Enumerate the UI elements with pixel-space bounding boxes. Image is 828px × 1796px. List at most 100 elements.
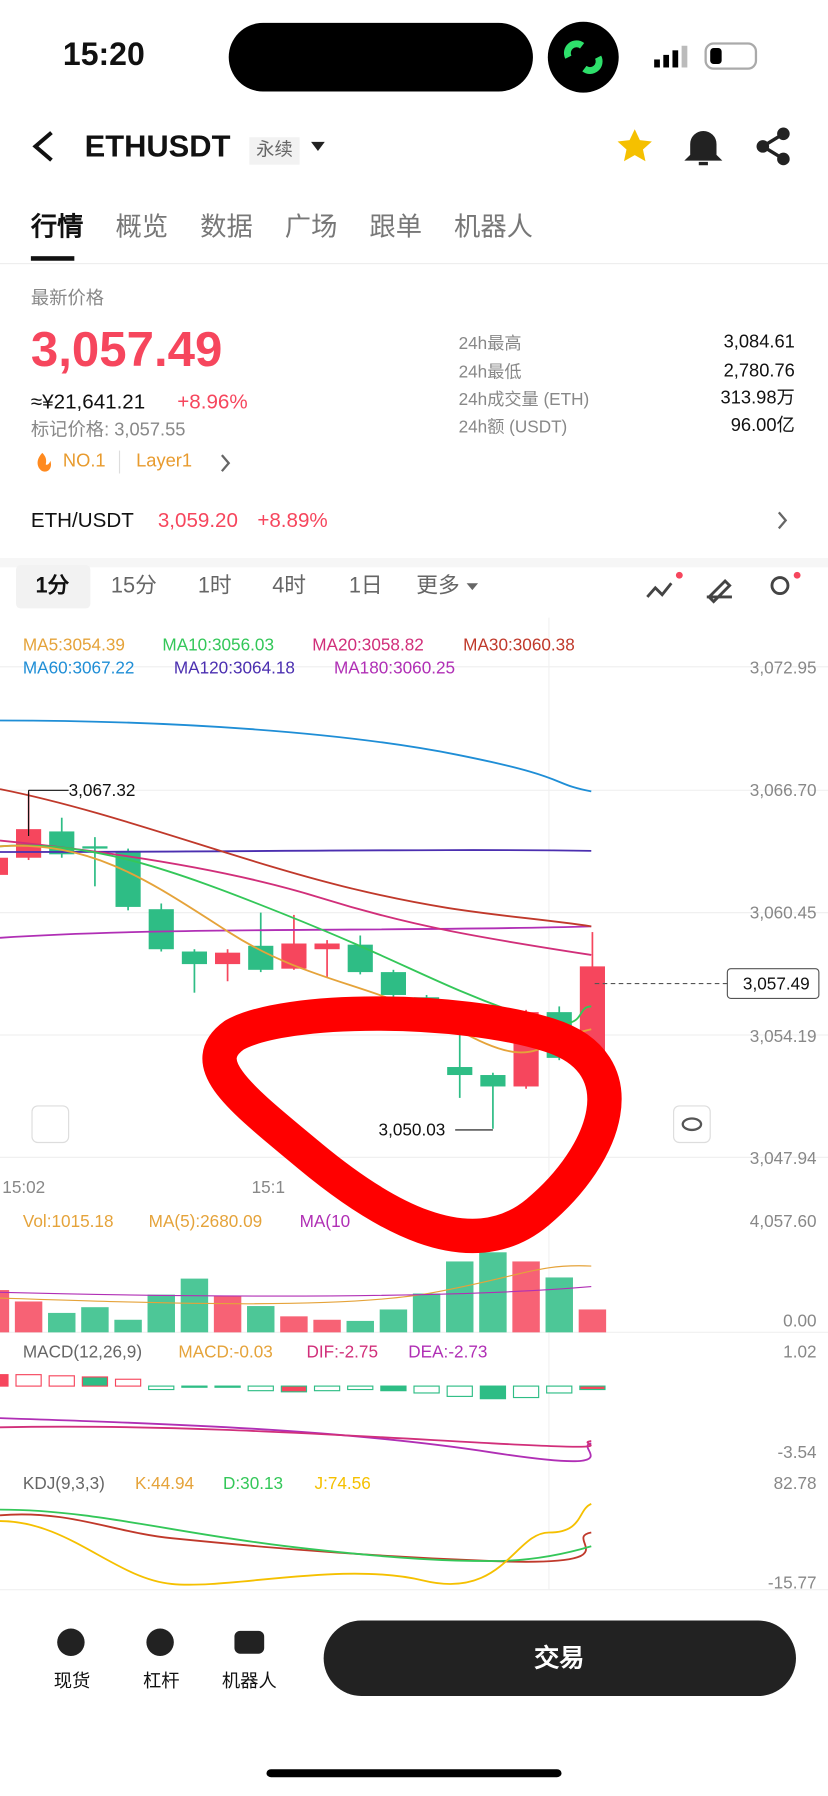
- tab[interactable]: 数据: [200, 211, 253, 241]
- label: 0.00: [783, 1311, 817, 1331]
- label: MACD:-0.03: [178, 1342, 273, 1362]
- label: ETH/USDT: [30, 508, 134, 532]
- interval[interactable]: 15分: [110, 573, 157, 598]
- volume-bars: [0, 1252, 607, 1333]
- label: J:74.56: [314, 1473, 371, 1494]
- nav-item[interactable]: 杠杆: [142, 1672, 180, 1692]
- tab[interactable]: 行情: [30, 211, 84, 241]
- candles: [0, 792, 605, 1129]
- ma-label: MA60:3067.22: [22, 658, 135, 678]
- interval[interactable]: 1日: [348, 573, 383, 598]
- shape: [379, 1309, 408, 1333]
- last-price: 3,057.49: [30, 321, 223, 377]
- expand[interactable]: [31, 1105, 70, 1144]
- label: NO.1: [62, 451, 106, 472]
- nav-icons[interactable]: [57, 1628, 265, 1657]
- dropdown[interactable]: [466, 583, 479, 591]
- label: Layer1: [136, 451, 193, 472]
- shape: [347, 944, 373, 973]
- nav-item[interactable]: 机器人: [221, 1672, 277, 1692]
- tab[interactable]: 广场: [284, 211, 338, 241]
- label: -15.77: [767, 1573, 817, 1593]
- axis-label: 3,060.45: [749, 902, 817, 923]
- shape: [114, 1319, 142, 1333]
- grid: [0, 617, 828, 1591]
- shape: [346, 1320, 374, 1333]
- shape: [446, 1261, 474, 1333]
- trade-label[interactable]: 交易: [534, 1643, 585, 1673]
- shape: [81, 1307, 109, 1333]
- j-line: [0, 1503, 592, 1586]
- label: 3,084.61: [723, 332, 795, 353]
- divider: [0, 558, 828, 568]
- shape: [545, 1277, 573, 1333]
- interval[interactable]: 更多: [416, 573, 460, 598]
- battery-level: [710, 48, 722, 65]
- ma-label: MA30:3060.38: [463, 635, 575, 655]
- battery: [704, 42, 758, 70]
- back-button[interactable]: [32, 131, 53, 162]
- shape: [81, 1376, 109, 1387]
- chevron[interactable]: [777, 511, 788, 530]
- label: 313.98万: [720, 388, 795, 409]
- interval[interactable]: 4时: [272, 573, 307, 598]
- shape: [0, 1374, 9, 1387]
- shape: [0, 1290, 10, 1333]
- interval[interactable]: 1时: [197, 573, 232, 598]
- label: DEA:-2.73: [408, 1342, 488, 1362]
- shape: [214, 1385, 241, 1388]
- label: DIF:-2.75: [306, 1342, 379, 1362]
- tab[interactable]: 概览: [115, 211, 169, 241]
- shape: [148, 909, 174, 950]
- hand-drawn-circle: [202, 996, 622, 1254]
- shape: [48, 1312, 76, 1333]
- shape: [313, 1319, 341, 1333]
- tab[interactable]: 机器人: [454, 211, 533, 241]
- label: MACD(12,26,9): [22, 1342, 143, 1362]
- ma-label: MA5:3054.39: [22, 635, 125, 655]
- nav-item[interactable]: 现货: [53, 1672, 91, 1692]
- shape: [446, 1385, 473, 1397]
- alert[interactable]: [684, 131, 723, 166]
- favorite[interactable]: [617, 129, 652, 162]
- shape: [578, 1309, 607, 1333]
- label: +8.96%: [177, 389, 248, 413]
- shape: [15, 1374, 42, 1387]
- label: 24h额 (USDT): [458, 416, 568, 437]
- label: +8.89%: [257, 508, 328, 532]
- badge: [675, 571, 683, 579]
- separator: [118, 450, 121, 474]
- tab-indicator: [30, 256, 75, 261]
- shape: [213, 1295, 242, 1333]
- axis-label: 3,047.94: [749, 1148, 817, 1169]
- axis-label: 3,054.19: [749, 1026, 817, 1046]
- shape: [147, 1294, 175, 1333]
- interval-selected[interactable]: [16, 564, 91, 609]
- shape: [347, 1385, 374, 1391]
- trade-button[interactable]: [323, 1620, 796, 1697]
- high-label: 3,067.32: [68, 780, 136, 800]
- shape: [413, 1385, 440, 1394]
- eye: [681, 1117, 703, 1132]
- interval[interactable]: 1分: [35, 573, 70, 598]
- toolbar-icons[interactable]: [646, 576, 790, 604]
- chevron[interactable]: [220, 454, 231, 472]
- shape: [181, 1385, 208, 1388]
- label: 15:02: [2, 1177, 46, 1197]
- shape: [512, 1385, 540, 1399]
- tab[interactable]: 跟单: [369, 211, 423, 241]
- label: 82.78: [773, 1473, 817, 1494]
- shape: [114, 1378, 142, 1387]
- label: D:30.13: [223, 1473, 284, 1494]
- shape: [14, 1301, 43, 1333]
- shape: [579, 1385, 606, 1391]
- shape: [48, 1375, 75, 1387]
- dropdown[interactable]: [311, 141, 325, 151]
- toggle-visibility[interactable]: [673, 1105, 711, 1144]
- label: 4,057.60: [749, 1211, 817, 1232]
- ma-label: MA120:3064.18: [173, 658, 295, 678]
- share[interactable]: [756, 127, 790, 166]
- label: 标记价格: 3,057.55: [30, 420, 186, 441]
- shape: [0, 857, 9, 875]
- axis-label: 3,072.95: [749, 658, 817, 678]
